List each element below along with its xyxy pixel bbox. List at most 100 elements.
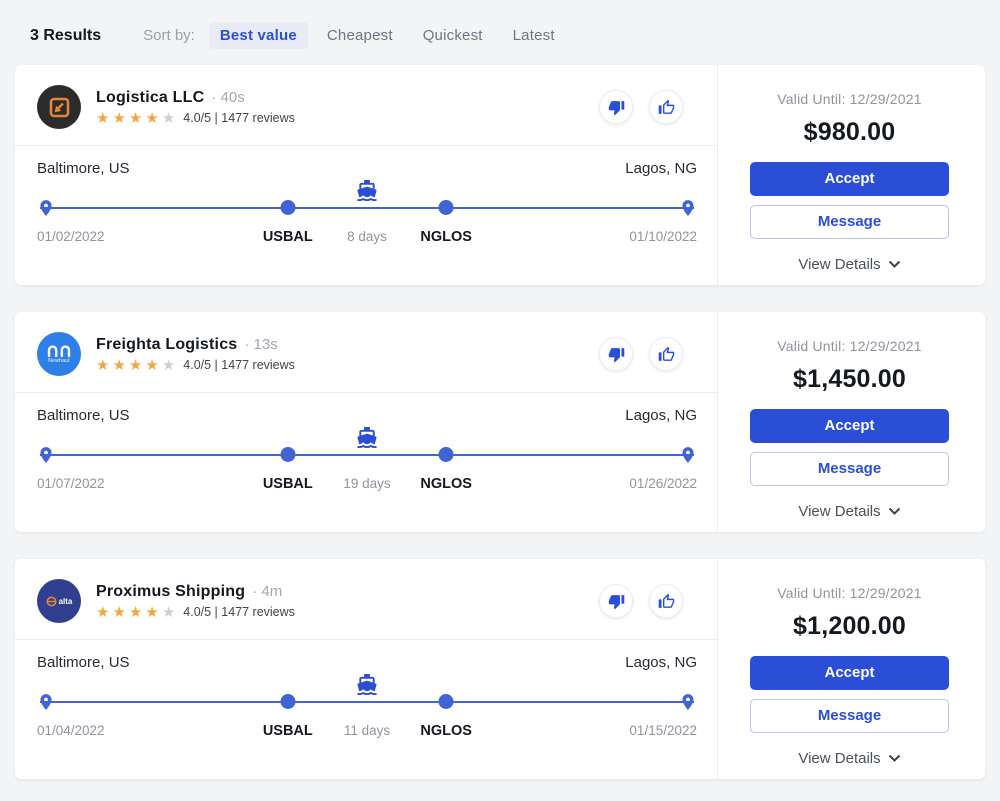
- star-icon: ★: [145, 356, 159, 374]
- star-rating: ★ ★ ★ ★ ★: [96, 111, 178, 126]
- carrier-logo: Newhaul: [37, 332, 81, 376]
- view-details-button[interactable]: View Details: [798, 503, 900, 520]
- carrier-header: Logistica LLC · 40s ★ ★ ★ ★ ★ 4.0/5 | 1477 r…: [15, 65, 717, 146]
- star-icon: ★: [128, 356, 143, 374]
- quote-card: Newhaul Freighta Logistics · 13s ★ ★ ★ ★ ★ 4…: [15, 312, 985, 532]
- valid-until: Valid Until: 12/29/2021: [777, 585, 922, 601]
- transit-duration: 8 days: [347, 229, 387, 244]
- destination-port-dot: [438, 447, 454, 462]
- star-icon: ★: [161, 356, 176, 374]
- rating-text: 4.0/5 | 1477 reviews: [183, 358, 295, 372]
- accept-button[interactable]: Accept: [750, 656, 949, 690]
- view-details-label: View Details: [798, 256, 881, 273]
- star-icon: ★: [128, 603, 143, 621]
- ship-icon: [356, 673, 379, 701]
- timeline-labels: 01/07/2022 USBAL 19 days NGLOS 01/26/202…: [37, 476, 697, 494]
- destination-port-dot: [438, 200, 454, 215]
- rating-text: 4.0/5 | 1477 reviews: [183, 605, 295, 619]
- carrier-logo-text: alta: [58, 596, 73, 606]
- sort-option-cheapest[interactable]: Cheapest: [326, 27, 393, 44]
- departure-date: 01/02/2022: [37, 229, 105, 244]
- route-section: Baltimore, US Lagos, NG: [15, 146, 717, 263]
- carrier-info: Proximus Shipping · 4m ★ ★ ★ ★ ★ 4.0/5 | 147…: [96, 583, 295, 620]
- thumbs-down-icon: [608, 347, 624, 362]
- thumbs-up-button[interactable]: [649, 90, 683, 124]
- quote-card: Logistica LLC · 40s ★ ★ ★ ★ ★ 4.0/5 | 1477 r…: [15, 65, 985, 285]
- destination-city: Lagos, NG: [625, 160, 697, 177]
- view-details-label: View Details: [798, 503, 881, 520]
- star-icon: ★: [161, 109, 176, 127]
- sort-by-label: Sort by:: [143, 27, 195, 44]
- results-toolbar: 3 Results Sort by: Best value Cheapest Qui…: [15, 20, 985, 65]
- thumbs-up-button[interactable]: [649, 584, 683, 618]
- star-rating: ★ ★ ★ ★ ★: [96, 605, 178, 620]
- quote-price: $980.00: [803, 118, 896, 146]
- route-section: Baltimore, US Lagos, NG: [15, 393, 717, 510]
- thumbs-down-icon: [608, 594, 624, 609]
- thumbs-up-icon: [658, 593, 674, 608]
- vote-buttons: [599, 584, 697, 618]
- timeline-line: [40, 701, 694, 703]
- thumbs-down-button[interactable]: [599, 584, 633, 618]
- destination-pin-icon: [679, 690, 698, 719]
- destination-pin-icon: [679, 196, 698, 225]
- carrier-rating: ★ ★ ★ ★ ★ 4.0/5 | 1477 reviews: [96, 111, 295, 126]
- sort-option-latest[interactable]: Latest: [512, 27, 555, 44]
- departure-date: 01/04/2022: [37, 723, 105, 738]
- accept-button[interactable]: Accept: [750, 409, 949, 443]
- origin-port-code: USBAL: [262, 229, 313, 245]
- route-section: Baltimore, US Lagos, NG: [15, 640, 717, 757]
- thumbs-up-button[interactable]: [649, 337, 683, 371]
- star-icon: ★: [96, 109, 110, 127]
- destination-city: Lagos, NG: [625, 654, 697, 671]
- ship-icon: [356, 179, 379, 207]
- star-icon: ★: [145, 109, 159, 127]
- message-button[interactable]: Message: [750, 699, 949, 733]
- thumbs-down-button[interactable]: [599, 337, 633, 371]
- sort-option-quickest[interactable]: Quickest: [422, 27, 483, 44]
- carrier-info: Freighta Logistics · 13s ★ ★ ★ ★ ★ 4.0/5 | 1…: [96, 336, 295, 373]
- quote-age-badge: · 4m: [252, 582, 283, 600]
- sort-option-best-value[interactable]: Best value: [208, 22, 308, 49]
- thumbs-up-icon: [658, 99, 674, 114]
- star-icon: ★: [145, 603, 159, 621]
- thumbs-down-icon: [608, 100, 624, 115]
- origin-city: Baltimore, US: [37, 654, 130, 671]
- message-button[interactable]: Message: [750, 452, 949, 486]
- quote-price: $1,200.00: [792, 612, 907, 640]
- results-count: 3 Results: [30, 26, 102, 44]
- thumbs-down-button[interactable]: [599, 90, 633, 124]
- valid-until: Valid Until: 12/29/2021: [777, 91, 922, 107]
- star-rating: ★ ★ ★ ★ ★: [96, 358, 178, 373]
- view-details-button[interactable]: View Details: [798, 256, 900, 273]
- thumbs-up-icon: [658, 346, 674, 361]
- carrier-name: Logistica LLC: [96, 88, 205, 106]
- view-details-button[interactable]: View Details: [798, 750, 900, 767]
- destination-port-dot: [438, 694, 454, 709]
- transit-duration: 19 days: [343, 476, 391, 491]
- carrier-logo: alta: [37, 579, 81, 623]
- arrival-date: 01/15/2022: [629, 723, 697, 738]
- carrier-name: Proximus Shipping: [96, 582, 246, 600]
- message-button[interactable]: Message: [750, 205, 949, 239]
- destination-port-code: NGLOS: [420, 723, 472, 739]
- origin-port-code: USBAL: [262, 723, 313, 739]
- star-icon: ★: [112, 603, 126, 621]
- carrier-header: Newhaul Freighta Logistics · 13s ★ ★ ★ ★ ★ 4…: [15, 312, 717, 393]
- destination-port-code: NGLOS: [420, 229, 472, 245]
- accept-button[interactable]: Accept: [750, 162, 949, 196]
- carrier-info: Logistica LLC · 40s ★ ★ ★ ★ ★ 4.0/5 | 1477 r…: [96, 89, 295, 126]
- origin-pin-icon: [37, 443, 56, 472]
- route-timeline: [37, 673, 698, 721]
- carrier-logo-text: Newhaul: [48, 358, 70, 364]
- quote-card: alta Proximus Shipping · 4m ★ ★ ★ ★ ★ 4.0/5 …: [15, 559, 985, 779]
- departure-date: 01/07/2022: [37, 476, 105, 491]
- chevron-down-icon: [888, 754, 900, 762]
- quote-card-main: alta Proximus Shipping · 4m ★ ★ ★ ★ ★ 4.0/5 …: [15, 559, 717, 779]
- view-details-label: View Details: [798, 750, 881, 767]
- star-icon: ★: [96, 356, 110, 374]
- results-list: Logistica LLC · 40s ★ ★ ★ ★ ★ 4.0/5 | 1477 r…: [15, 65, 985, 779]
- quote-price: $1,450.00: [792, 365, 907, 393]
- newhaul-logo-icon: [46, 344, 72, 358]
- carrier-header: alta Proximus Shipping · 4m ★ ★ ★ ★ ★ 4.0/5 …: [15, 559, 717, 640]
